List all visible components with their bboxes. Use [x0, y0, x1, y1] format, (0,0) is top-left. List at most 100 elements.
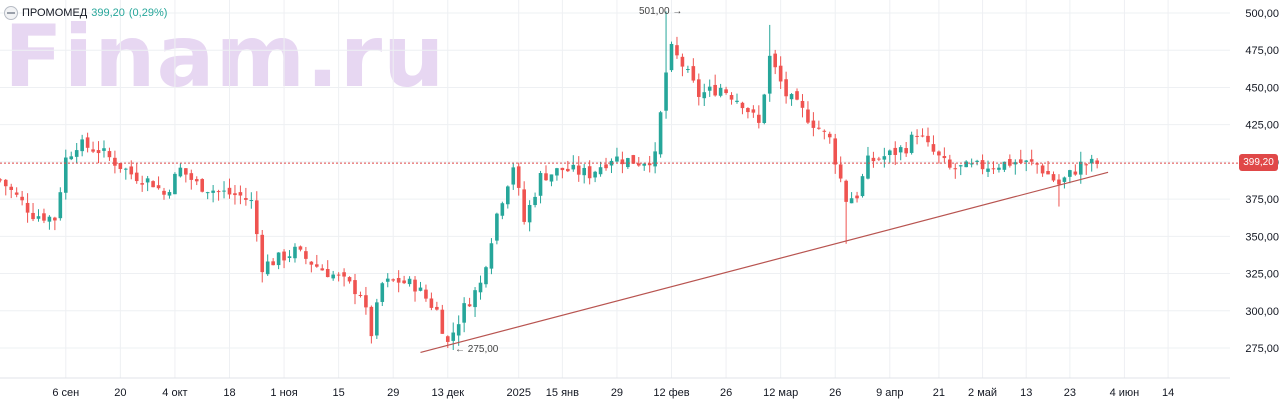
- candle-body: [609, 160, 614, 166]
- candle-body: [866, 155, 870, 179]
- candle-body: [396, 278, 401, 283]
- candle-body: [298, 246, 303, 250]
- candle-body: [336, 274, 341, 276]
- candle-body: [1084, 164, 1089, 166]
- candle-body: [124, 168, 128, 170]
- candle-body: [827, 133, 832, 138]
- candle-body: [1062, 177, 1067, 182]
- candle-body: [20, 196, 24, 201]
- candle-body: [358, 294, 363, 296]
- candle-body: [887, 150, 892, 156]
- ticker-name: ПРОМОМЕД: [22, 7, 88, 19]
- candles-group: [0, 11, 1099, 351]
- candle-body: [473, 290, 477, 308]
- candle-body: [391, 279, 396, 281]
- x-tick-label: 15 янв: [546, 387, 579, 399]
- candle-body: [1029, 159, 1034, 162]
- candle-body: [833, 138, 838, 165]
- x-tick-label: 15: [333, 387, 345, 399]
- candle-body: [817, 127, 821, 129]
- candle-body: [904, 148, 908, 154]
- high-annotation: 501,00 →: [639, 6, 683, 17]
- candle-body: [91, 149, 95, 152]
- candle-body: [364, 295, 368, 308]
- candle-body: [151, 181, 155, 188]
- candle-body: [953, 168, 958, 170]
- candle-body: [162, 190, 166, 195]
- candle-body: [167, 192, 172, 196]
- candle-body: [1051, 174, 1056, 181]
- candle-body: [964, 161, 968, 168]
- candle-body: [265, 261, 270, 275]
- candle-body: [789, 94, 794, 100]
- candle-body: [467, 304, 472, 307]
- ticker-change: (0,29%): [128, 7, 168, 19]
- ticker-header: ПРОМОМЕД 399,20 (0,29%): [4, 6, 167, 20]
- candle-body: [107, 151, 112, 158]
- candle-body: [184, 168, 188, 175]
- candle-body: [969, 163, 974, 165]
- candle-body: [1046, 171, 1050, 175]
- candle-body: [282, 251, 286, 261]
- candle-body: [860, 176, 865, 197]
- candle-body: [429, 298, 434, 308]
- candle-body: [96, 150, 101, 154]
- candle-body: [424, 289, 428, 299]
- candle-body: [937, 151, 941, 156]
- candle-body: [1035, 163, 1039, 165]
- candle-body: [74, 150, 79, 157]
- candle-body: [691, 66, 696, 81]
- candle-body: [25, 202, 30, 213]
- last-price-tag: 399,20: [1239, 154, 1278, 171]
- candle-body: [1078, 161, 1083, 175]
- candle-body: [898, 147, 903, 153]
- candle-body: [413, 279, 417, 292]
- candle-body: [53, 217, 57, 221]
- candle-body: [795, 91, 799, 100]
- candle-body: [566, 168, 570, 172]
- y-tick-label: 450,00: [1245, 82, 1279, 94]
- candle-body: [233, 193, 237, 196]
- candle-body: [991, 168, 996, 170]
- candle-body: [604, 164, 608, 169]
- candle-body: [555, 168, 559, 176]
- candle-body: [746, 108, 750, 113]
- candle-body: [587, 166, 592, 179]
- candle-body: [1089, 158, 1094, 164]
- x-tick-label: 1 ноя: [270, 387, 297, 399]
- x-tick-label: 23: [1064, 387, 1076, 399]
- candle-body: [9, 186, 14, 190]
- candle-body: [435, 306, 439, 310]
- candle-body: [293, 246, 297, 259]
- candle-body: [838, 164, 843, 179]
- candle-body: [642, 163, 647, 166]
- candle-body: [696, 79, 701, 97]
- candle-body: [713, 84, 717, 96]
- candle-body: [718, 87, 723, 96]
- x-tick-label: 6 сен: [52, 387, 79, 399]
- x-tick-label: 29: [387, 387, 399, 399]
- candle-body: [675, 45, 679, 56]
- candle-body: [238, 192, 243, 196]
- candle-body: [418, 287, 423, 291]
- candle-body: [926, 135, 930, 143]
- y-tick-label: 350,00: [1245, 231, 1279, 243]
- candle-body: [1018, 159, 1023, 163]
- y-tick-label: 500,00: [1245, 8, 1279, 20]
- candle-body: [778, 65, 783, 82]
- candle-body: [0, 179, 3, 181]
- candle-body: [85, 137, 90, 148]
- candle-body: [942, 156, 947, 159]
- candle-body: [615, 156, 619, 162]
- candle-body: [724, 89, 728, 94]
- candle-body: [920, 135, 925, 137]
- candle-body: [451, 332, 456, 341]
- y-tick-label: 375,00: [1245, 194, 1279, 206]
- candle-body: [576, 165, 581, 175]
- y-tick-label: 300,00: [1245, 306, 1279, 318]
- candle-body: [1040, 165, 1045, 174]
- y-tick-label: 275,00: [1245, 343, 1279, 355]
- candle-body: [31, 212, 35, 220]
- candle-body: [287, 256, 292, 258]
